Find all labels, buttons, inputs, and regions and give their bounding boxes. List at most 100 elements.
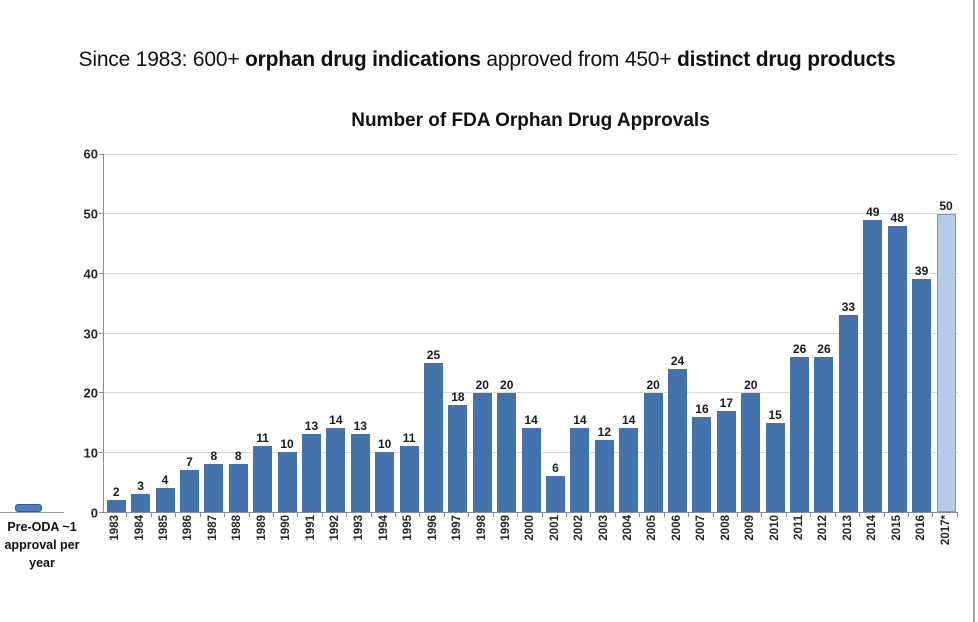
bar-cell: 20 (470, 154, 494, 512)
x-axis-category-label: 2007 (695, 515, 708, 541)
x-label-cell: 2002 (567, 513, 592, 585)
x-axis-tick (346, 513, 348, 517)
bar (204, 464, 224, 512)
x-axis-tick (907, 513, 909, 517)
bar-value-label: 20 (744, 377, 758, 392)
x-label-cell: 1990 (274, 513, 299, 585)
bar-cell: 10 (372, 154, 396, 512)
x-axis-tick (419, 513, 421, 517)
bar (570, 428, 590, 512)
x-axis-category-label: 1993 (353, 515, 366, 541)
bar-cell: 6 (543, 154, 567, 512)
bar-value-label: 13 (353, 419, 367, 434)
bar-value-label: 20 (646, 377, 660, 392)
bar-cell: 14 (617, 154, 641, 512)
x-label-cell: 1984 (127, 513, 152, 585)
bar (912, 279, 932, 512)
bar-cell: 33 (836, 154, 860, 512)
x-label-cell: 2015 (885, 513, 909, 585)
bar (131, 494, 151, 512)
x-axis-tick (566, 513, 568, 517)
bar-cell: 14 (568, 154, 592, 512)
pre-oda-marker-bar (15, 504, 42, 512)
y-axis-tick (99, 511, 104, 513)
bar-cell: 25 (421, 154, 445, 512)
x-axis-category-label: 1995 (402, 515, 415, 541)
bar (594, 440, 614, 512)
y-axis-tick (99, 153, 104, 155)
bar (106, 500, 126, 512)
bar (253, 446, 273, 512)
headline-seg4: distinct drug products (677, 48, 896, 71)
x-axis-tick (639, 513, 641, 517)
bar-value-label: 14 (329, 413, 343, 428)
bar-cell: 18 (446, 154, 470, 512)
gridline (104, 332, 958, 334)
x-axis-category-label: 2003 (597, 515, 610, 541)
bar-cell: 13 (348, 154, 372, 512)
x-label-cell: 1995 (396, 513, 421, 585)
x-axis-tick (761, 513, 763, 517)
bar-value-label: 24 (670, 353, 685, 368)
x-label-cell: 1999 (494, 513, 519, 585)
bar-value-label: 25 (426, 347, 441, 362)
x-axis-tick (517, 513, 519, 517)
bar (668, 368, 688, 512)
x-label-cell: 2008 (714, 513, 738, 585)
x-label-cell: 1991 (298, 513, 323, 585)
bar-value-label: 18 (451, 389, 465, 404)
x-axis-tick (859, 513, 861, 517)
bar-value-label: 49 (866, 204, 880, 219)
bar (765, 422, 785, 512)
x-label-cell: 2011 (787, 513, 812, 585)
x-axis-category-label: 2000 (524, 515, 537, 541)
x-label-cell: 2014 (860, 513, 885, 585)
y-axis-tick-label: 30 (83, 326, 98, 341)
x-label-cell: 2001 (543, 513, 568, 585)
x-axis-category-label: 1992 (329, 515, 341, 541)
bar-cell: 14 (324, 154, 348, 512)
y-axis-tick-label: 60 (83, 146, 98, 162)
x-axis-category-label: 2002 (573, 515, 586, 541)
bar-value-label: 11 (256, 431, 269, 446)
bar (155, 488, 175, 512)
chart-title: Number of FDA Orphan Drug Approvals (351, 110, 710, 131)
x-axis-tick (736, 513, 738, 517)
x-axis-category-label: 2006 (670, 515, 683, 541)
bar-value-label: 26 (792, 341, 807, 356)
x-axis-category-label: 1997 (451, 515, 464, 541)
bar-cell: 20 (495, 154, 519, 512)
x-axis-tick (248, 513, 250, 517)
bar-cell: 26 (787, 154, 811, 512)
gridline (104, 213, 958, 215)
bar-cell: 49 (861, 154, 885, 512)
x-axis-category-label: 1989 (255, 515, 268, 541)
bar-cell: 26 (812, 154, 836, 512)
bar-highlighted (936, 213, 956, 512)
bar-value-label: 6 (552, 461, 559, 476)
bar-cell: 12 (592, 154, 616, 512)
x-axis-category-label: 1991 (304, 515, 317, 541)
x-axis-tick (590, 513, 592, 517)
bar-cell: 20 (641, 154, 665, 512)
bar (521, 428, 541, 512)
x-axis-category-label: 1988 (231, 515, 244, 541)
x-label-cell: 2003 (591, 513, 616, 585)
x-axis-category-label: 2008 (719, 515, 732, 541)
bar (546, 476, 566, 512)
x-axis-category-label: 1994 (377, 515, 390, 541)
bar (619, 428, 639, 512)
x-axis-tick (175, 513, 177, 517)
x-axis-tick (370, 513, 372, 517)
pre-oda-baseline (0, 512, 64, 513)
y-axis-tick (99, 392, 104, 394)
bar-cell: 16 (690, 154, 714, 512)
x-axis-category-label: 1985 (158, 515, 171, 541)
x-axis-category-label: 1998 (475, 515, 488, 541)
bar-cell: 8 (226, 154, 250, 512)
x-axis-tick (785, 513, 787, 517)
bar-value-label: 16 (695, 401, 709, 416)
x-axis-category-label: 2015 (890, 515, 903, 541)
slide-right-border (973, 0, 975, 622)
bar-value-label: 15 (768, 407, 782, 422)
